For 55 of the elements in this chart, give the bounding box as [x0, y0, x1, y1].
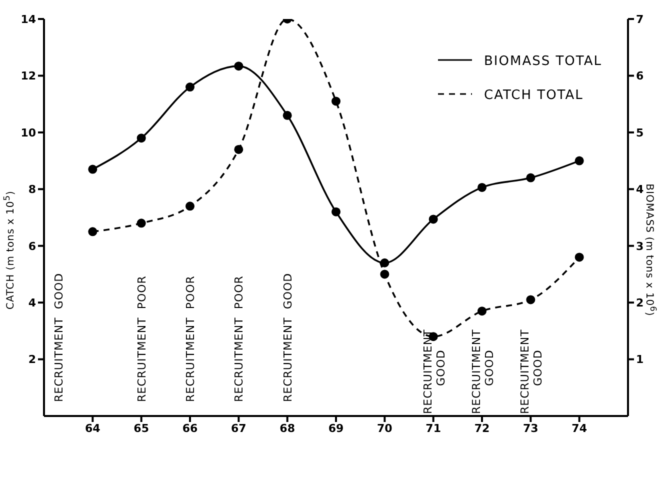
y2-tick-label: 3: [636, 240, 644, 253]
point: [186, 202, 194, 211]
point: [478, 182, 486, 192]
point: [88, 227, 98, 236]
annotation: RECRUITMENT GOOD: [421, 329, 448, 414]
annotation: RECRUITMENT GOOD: [470, 329, 496, 414]
y2-tick-label: 1: [636, 353, 644, 366]
y2-tick-label: 6: [636, 70, 644, 83]
annotation: RECRUITMENT POOR: [184, 276, 197, 402]
x-tick-label: 70: [377, 422, 393, 435]
y-tick-label: 12: [20, 70, 36, 83]
point: [332, 96, 340, 106]
y-tick-label: 10: [20, 126, 36, 140]
annotation: RECRUITMENT GOOD: [518, 329, 545, 414]
point: [136, 134, 146, 143]
point: [574, 156, 584, 166]
point: [574, 252, 584, 262]
x-tick-label: 66: [182, 422, 198, 435]
annotation: RECRUITMENT GOOD: [281, 272, 294, 402]
x-tick-label: 73: [523, 422, 538, 435]
x-tick-label: 71: [426, 422, 441, 435]
annotation: RECRUITMENT GOOD: [52, 272, 66, 402]
y-tick-label: 4: [28, 296, 36, 310]
y2-tick-label: 5: [636, 126, 644, 140]
annotation: RECRUITMENT POOR: [135, 276, 148, 402]
x-tick-label: 74: [572, 422, 588, 435]
legend-label: CATCH TOTAL: [484, 88, 584, 103]
point: [526, 173, 536, 182]
y-tick-label: 14: [20, 12, 36, 26]
point: [136, 218, 146, 228]
x-tick-label: 72: [474, 422, 490, 435]
y-tick-label: 6: [28, 240, 36, 253]
point: [428, 214, 438, 224]
y-tick-label: 2: [28, 353, 36, 366]
y2-tick-label: 7: [636, 12, 644, 26]
x-tick-label: 68: [280, 422, 295, 435]
legend-label: BIOMASS TOTAL: [484, 54, 602, 69]
point: [526, 295, 536, 304]
point: [186, 82, 194, 92]
point: [234, 144, 244, 154]
point: [478, 306, 486, 316]
y2-tick-label: 2: [636, 296, 644, 310]
point: [380, 270, 390, 279]
x-tick-label: 67: [231, 422, 246, 435]
x-tick-label: 69: [328, 422, 344, 435]
annotation: RECRUITMENT POOR: [232, 276, 246, 402]
point: [380, 258, 390, 268]
point: [88, 164, 98, 174]
x-tick-label: 65: [134, 422, 149, 435]
point: [282, 110, 292, 120]
point: [332, 207, 340, 216]
y-tick-label: 8: [28, 183, 36, 196]
point: [234, 62, 244, 71]
x-tick-label: 64: [85, 422, 101, 435]
y2-tick-label: 4: [636, 183, 644, 196]
